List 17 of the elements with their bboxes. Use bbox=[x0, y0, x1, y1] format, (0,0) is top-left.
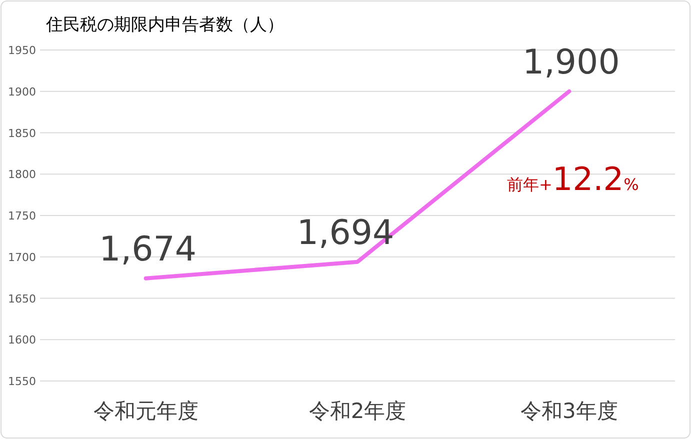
data-label: 1,674 bbox=[99, 229, 197, 270]
data-label: 1,694 bbox=[296, 212, 394, 253]
y-tick-label: 1550 bbox=[8, 375, 36, 388]
chart-title: 住民税の期限内申告者数（人） bbox=[45, 15, 284, 35]
y-tick-label: 1850 bbox=[8, 126, 36, 140]
y-tick-label: 1900 bbox=[8, 85, 36, 98]
x-tick-label: 令和3年度 bbox=[520, 399, 618, 423]
y-tick-label: 1600 bbox=[8, 334, 36, 347]
x-tick-label: 令和元年度 bbox=[93, 399, 198, 423]
y-tick-label: 1800 bbox=[8, 168, 36, 182]
annotation: 前年+12.2% bbox=[507, 160, 639, 198]
data-label: 1,900 bbox=[522, 42, 620, 82]
y-tick-label: 1750 bbox=[8, 210, 36, 222]
y-tick-label: 1650 bbox=[8, 292, 36, 306]
y-tick-label: 1700 bbox=[8, 250, 36, 264]
y-tick-label: 1950 bbox=[8, 44, 36, 57]
x-tick-label: 令和2年度 bbox=[308, 399, 406, 423]
